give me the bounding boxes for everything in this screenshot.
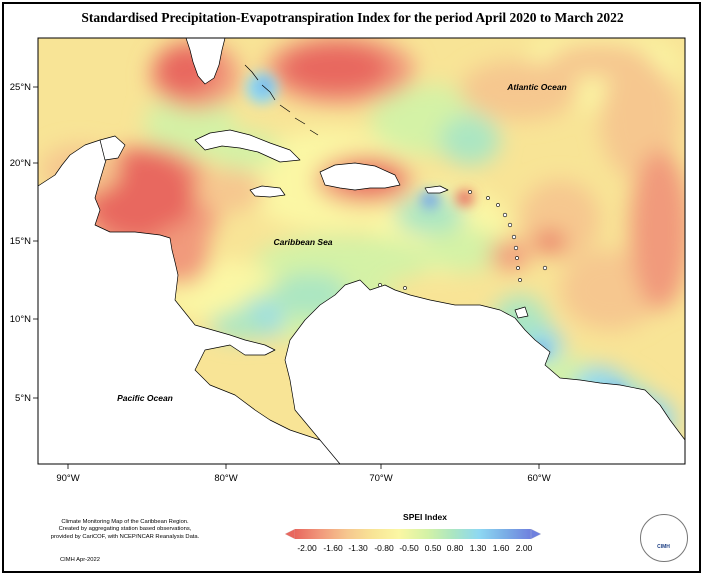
- legend-title: SPEI Index: [403, 512, 447, 522]
- legend-colorbar: [284, 528, 542, 540]
- hispaniola-island: [319, 162, 401, 191]
- legend-tick: 0.50: [424, 543, 442, 553]
- trinidad-island: [514, 306, 529, 319]
- atlantic-ocean-label: Atlantic Ocean: [506, 82, 567, 92]
- lon-label-80w: 80°W: [214, 473, 237, 484]
- lat-label-15n: 15°N: [10, 236, 31, 247]
- caribbean-sea-label: Caribbean Sea: [273, 237, 332, 247]
- legend-tick: -1.60: [323, 543, 343, 553]
- footer-note-line: Climate Monitoring Map of the Caribbean …: [61, 519, 189, 525]
- legend-tick: -1.30: [348, 543, 368, 553]
- logo-text: CIMH: [657, 544, 670, 550]
- spei-field: [38, 38, 685, 464]
- lon-label-90w: 90°W: [56, 473, 79, 484]
- lat-label-20n: 20°N: [10, 158, 31, 169]
- footer-note: Climate Monitoring Map of the Caribbean …: [30, 519, 220, 541]
- yucatan-land: [99, 135, 126, 161]
- puerto-rico-island: [424, 185, 449, 194]
- map-title: Standardised Precipitation-Evapotranspir…: [81, 10, 624, 25]
- cuba-island: [194, 129, 301, 163]
- legend-tick-labels: -2.00 -1.60 -1.30 -0.80 -0.50 0.50 0.80 …: [0, 543, 705, 555]
- legend-tick: 1.30: [469, 543, 487, 553]
- lat-label-25n: 25°N: [10, 82, 31, 93]
- cimh-logo: CIMH: [640, 514, 688, 562]
- footer-note-line: Created by aggregating station based obs…: [58, 526, 192, 533]
- lat-label-10n: 10°N: [10, 314, 31, 325]
- lat-label-5n: 5°N: [15, 393, 31, 404]
- footer-note-line: provided by CariCOF, with NCEP/NCAR Rean…: [50, 533, 200, 540]
- lon-label-70w: 70°W: [369, 473, 392, 484]
- legend-tick: 2.00: [515, 543, 533, 553]
- legend-tick: -0.80: [374, 543, 394, 553]
- map-border: [37, 37, 686, 465]
- pacific-ocean-label: Pacific Ocean: [117, 393, 173, 403]
- florida-land: [185, 37, 226, 85]
- lesser-antilles-islands: [378, 190, 548, 290]
- axis-ticks: [33, 86, 540, 469]
- legend-tick: 0.80: [446, 543, 464, 553]
- lon-label-60w: 60°W: [527, 473, 550, 484]
- footer-credit: CIMH Apr-2022: [60, 557, 100, 563]
- bahamas-islands: [244, 64, 319, 136]
- jamaica-island: [249, 185, 286, 198]
- legend-tick: 1.60: [492, 543, 510, 553]
- landmass-group: [37, 37, 686, 465]
- legend-tick: -0.50: [399, 543, 419, 553]
- legend-tick: -2.00: [297, 543, 317, 553]
